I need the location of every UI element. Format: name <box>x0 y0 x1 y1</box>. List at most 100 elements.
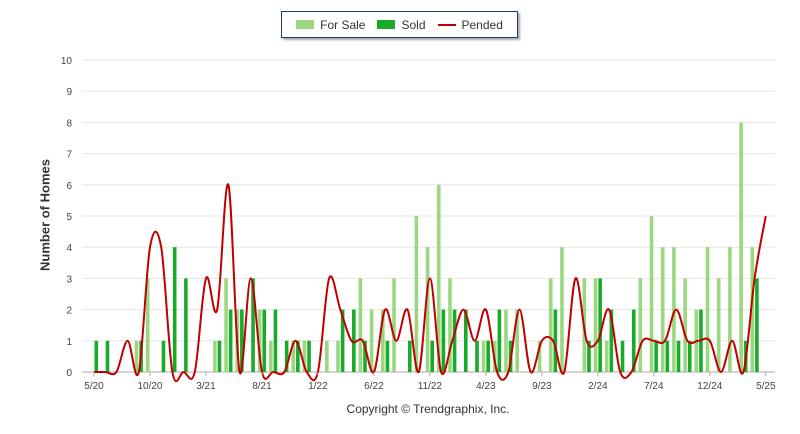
x-tick-label: 4/23 <box>476 381 496 392</box>
bar-sold <box>172 247 177 372</box>
bar-for-sale <box>358 278 363 372</box>
bar-for-sale <box>560 247 564 372</box>
y-tick-label: 9 <box>66 87 72 98</box>
y-tick-label: 3 <box>66 274 72 285</box>
bar-sold <box>475 340 479 372</box>
bar-sold <box>631 309 636 372</box>
bar-sold <box>408 340 412 372</box>
bar-sold <box>620 340 625 372</box>
bar-sold <box>340 309 345 372</box>
bar-for-sale <box>750 247 755 372</box>
bar-for-sale <box>638 278 643 372</box>
bar-for-sale <box>649 216 654 372</box>
bar-for-sale <box>728 247 732 372</box>
bar-sold <box>598 278 602 372</box>
bar-sold <box>609 309 614 372</box>
bar-sold <box>497 309 502 372</box>
bar-sold <box>184 278 188 372</box>
x-tick-labels: 5/20 10/20 3/21 8/21 1/22 6/22 11/22 4/23 9/23 2/… <box>84 372 776 392</box>
bar-for-sale <box>593 278 598 372</box>
bar-sold <box>105 340 110 372</box>
bar-sold <box>363 340 367 372</box>
bar-sold <box>676 340 681 372</box>
pended-line <box>94 183 767 383</box>
x-tick-label: 7/24 <box>644 381 664 392</box>
bar-sold <box>486 340 490 372</box>
y-tick-labels: 0 1 2 3 4 5 6 7 8 9 10 <box>61 56 73 379</box>
bar-sold <box>284 340 289 372</box>
bar-for-sale <box>381 309 385 372</box>
legend-swatch-for-sale <box>296 20 315 29</box>
y-tick-label: 0 <box>66 368 72 379</box>
bar-sold <box>94 340 99 372</box>
y-tick-label: 6 <box>66 181 72 192</box>
bar-for-sale <box>425 247 430 372</box>
bar-sold <box>587 340 591 372</box>
y-tick-label: 5 <box>66 212 72 223</box>
legend-label-pended: Pended <box>461 17 503 32</box>
bar-for-sale <box>269 340 273 372</box>
bar-sold <box>441 309 446 372</box>
legend-item-sold[interactable]: Sold <box>377 17 426 32</box>
bar-for-sale <box>739 122 743 373</box>
copyright-text: Copyright © Trendgraphix, Inc. <box>346 402 510 416</box>
bar-for-sale <box>504 309 508 372</box>
bar-sold <box>240 309 244 372</box>
legend-label-for-sale: For Sale <box>320 17 366 32</box>
bar-sold <box>296 340 300 372</box>
bar-sold <box>755 278 759 372</box>
y-tick-label: 2 <box>66 306 72 317</box>
bar-sold <box>665 340 670 372</box>
legend-label-sold: Sold <box>401 17 426 32</box>
bar-sold <box>463 309 468 372</box>
bar-for-sale <box>683 278 687 372</box>
bar-for-sale <box>369 309 374 372</box>
legend: For Sale Sold Pended <box>281 11 518 38</box>
x-tick-label: 5/20 <box>84 381 104 392</box>
bar-sold <box>228 309 233 372</box>
bar-for-sale <box>134 340 139 372</box>
legend-item-for-sale[interactable]: For Sale <box>296 18 365 32</box>
bar-for-sale <box>481 340 486 372</box>
bar-for-sale <box>448 278 452 372</box>
x-tick-label: 1/22 <box>308 381 328 392</box>
bar-for-sale <box>672 247 676 372</box>
x-tick-label: 3/21 <box>196 381 216 392</box>
bar-sold <box>687 340 692 372</box>
x-tick-label: 12/24 <box>697 381 722 392</box>
bar-sold <box>452 309 457 372</box>
bar-sold <box>654 340 658 372</box>
bar-for-sale <box>548 278 553 372</box>
x-tick-label: 2/24 <box>588 381 608 392</box>
y-tick-label: 10 <box>61 56 73 67</box>
y-tick-label: 4 <box>66 243 72 254</box>
bar-for-sale <box>604 340 609 372</box>
y-tick-label: 8 <box>66 118 72 129</box>
bars <box>94 122 759 373</box>
bar-for-sale <box>257 309 262 372</box>
pended-series-line <box>94 183 767 383</box>
bar-for-sale <box>414 216 419 372</box>
bar-sold <box>307 340 311 372</box>
y-tick-label: 1 <box>66 337 72 348</box>
bar-sold <box>161 340 166 372</box>
bar-sold <box>430 340 435 372</box>
bar-for-sale <box>336 340 340 372</box>
bar-for-sale <box>325 340 329 372</box>
bar-for-sale <box>436 184 441 372</box>
bar-for-sale <box>302 340 307 372</box>
x-tick-label: 6/22 <box>364 381 384 392</box>
legend-swatch-pended <box>437 23 456 26</box>
bar-for-sale <box>705 247 710 372</box>
bar-sold <box>273 309 278 372</box>
bar-for-sale <box>537 340 542 372</box>
bar-for-sale <box>145 278 150 372</box>
bar-sold <box>217 340 222 372</box>
x-tick-label: 10/20 <box>137 381 162 392</box>
y-tick-label: 7 <box>66 150 72 161</box>
y-axis-label: Number of Homes <box>37 159 53 271</box>
x-tick-label: 11/22 <box>418 381 443 392</box>
bar-sold <box>251 278 255 372</box>
legend-item-pended[interactable]: Pended <box>437 17 503 32</box>
